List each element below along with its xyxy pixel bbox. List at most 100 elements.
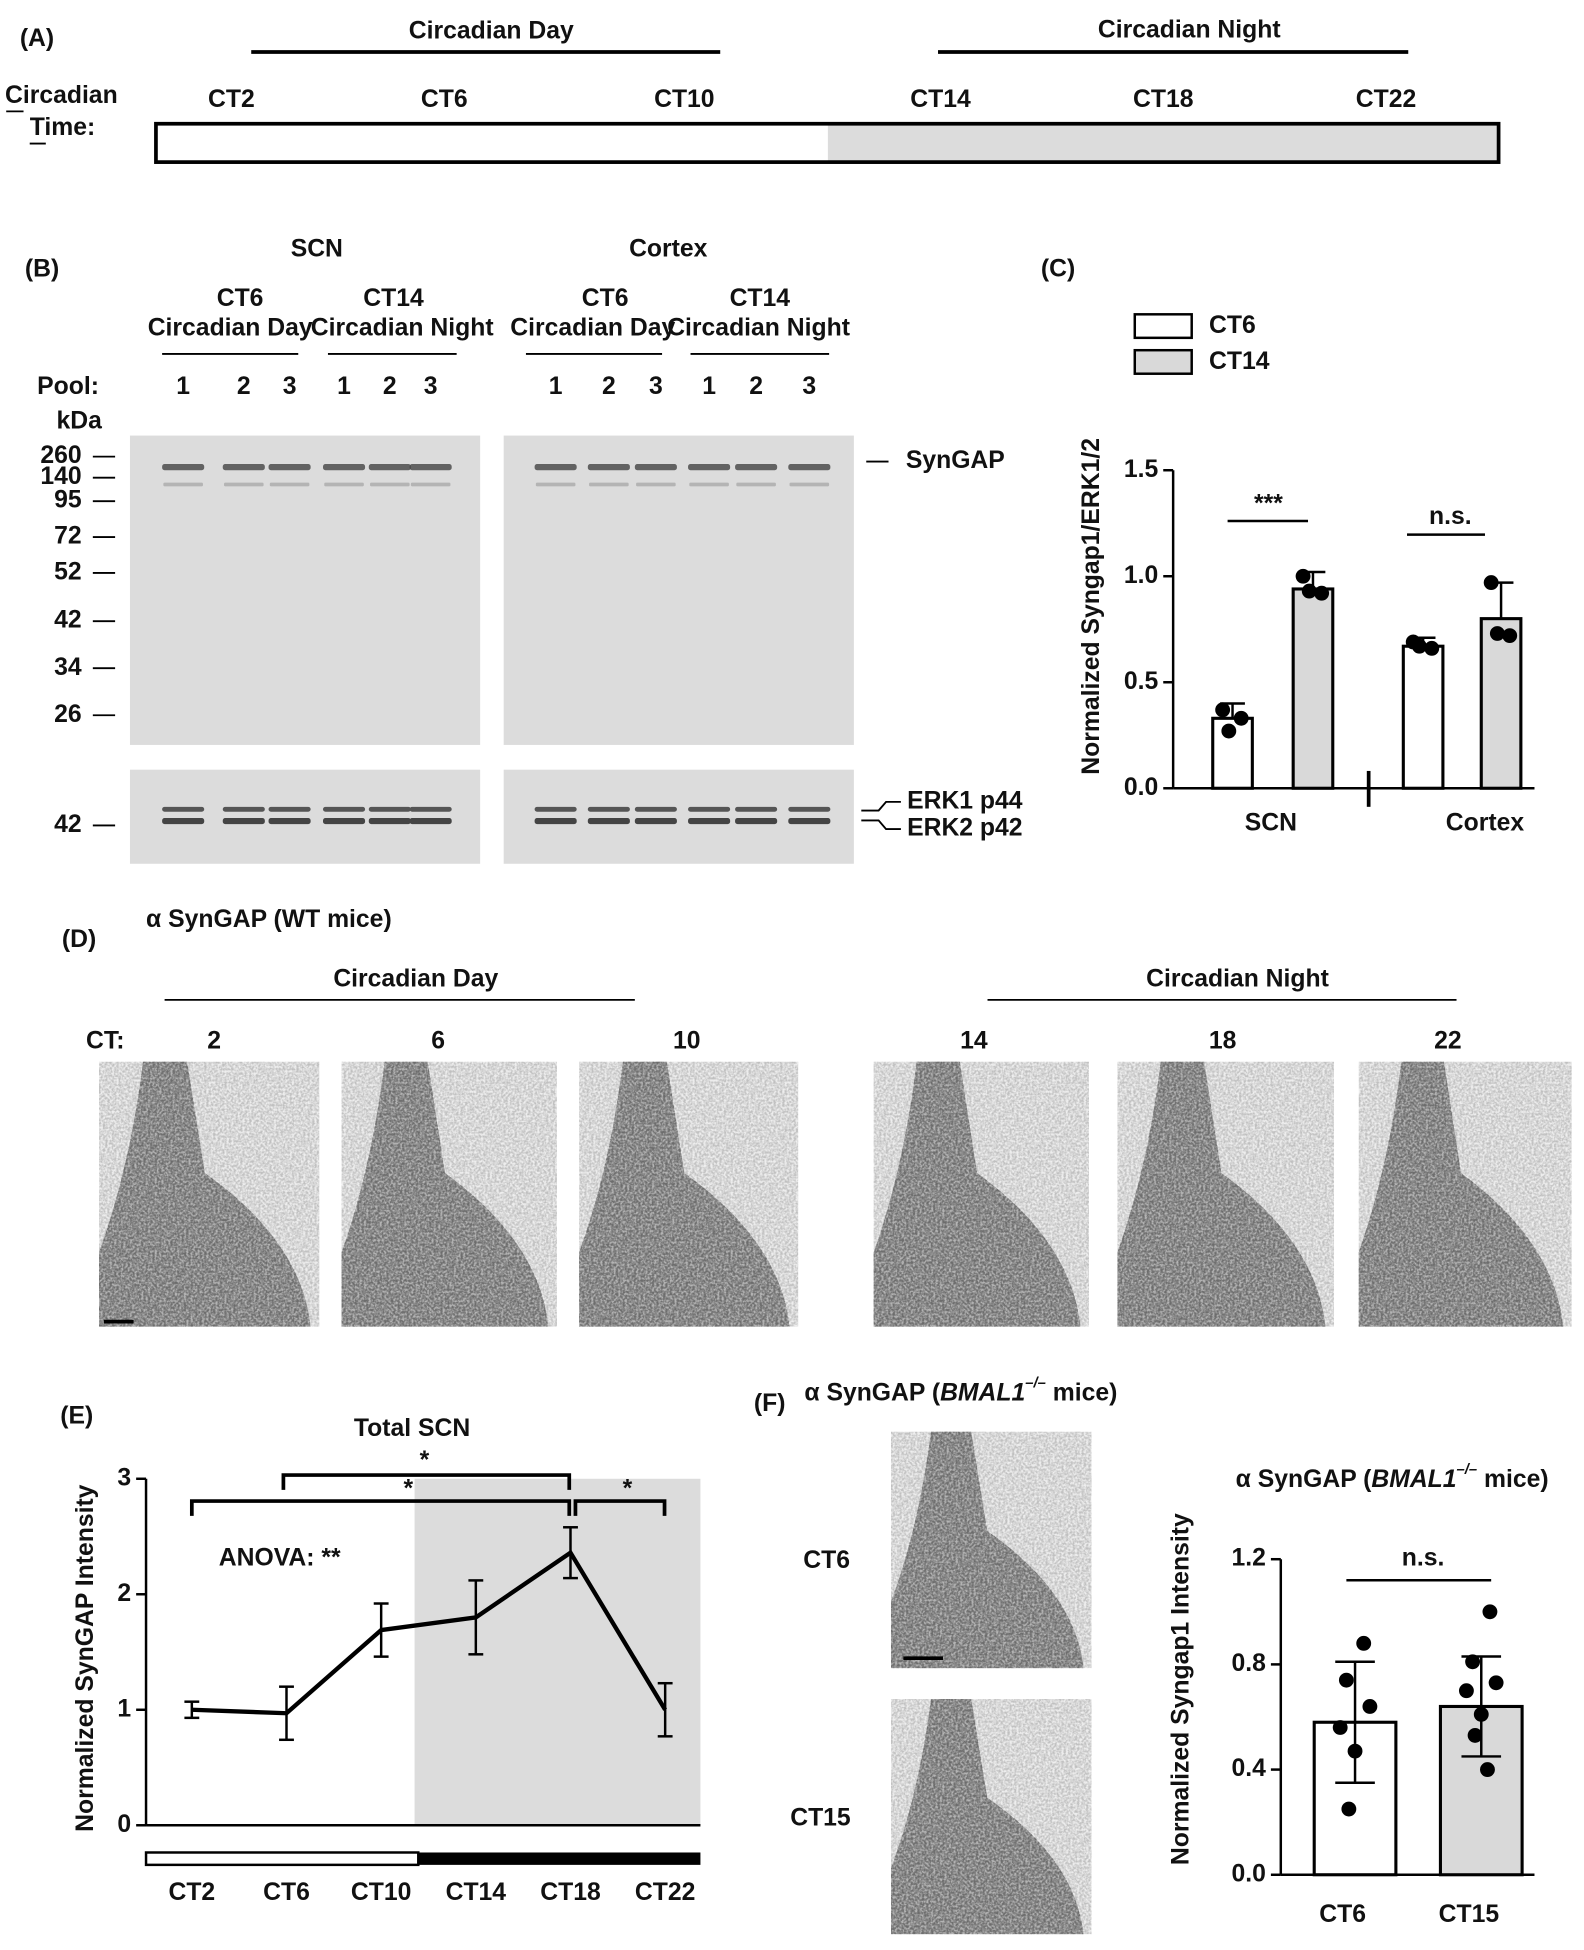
blot-band [162, 817, 205, 825]
blot-band [788, 817, 831, 825]
data-point [1489, 626, 1505, 641]
significance: n.s. [1402, 1545, 1445, 1572]
y-tick-label: 1.2 [1232, 1545, 1266, 1572]
blot [503, 435, 854, 745]
lane-label: 3 [649, 373, 663, 400]
group-sublabel: Circadian Night [311, 315, 494, 342]
title-sup: –/– [1025, 1375, 1046, 1391]
x-tick-label: CT10 [351, 1879, 411, 1906]
title-part: α SynGAP ( [1236, 1466, 1372, 1493]
blot-band [269, 482, 310, 487]
time-label: CT6 [421, 86, 468, 113]
night-bar [827, 123, 1499, 163]
x-tick-label: SCN [1245, 810, 1297, 837]
significance: * [404, 1475, 414, 1502]
day-bar [155, 123, 828, 163]
micrograph-texture [1358, 1061, 1572, 1327]
x-tick-label: CT18 [540, 1879, 600, 1906]
blot-band [368, 464, 411, 471]
micrograph-texture [341, 1061, 557, 1327]
blot-band [409, 817, 452, 825]
blot-band [735, 464, 778, 471]
title-gene: BMAL1 [1371, 1466, 1456, 1493]
y-tick-label: 1.0 [1124, 562, 1158, 589]
significance: * [623, 1475, 633, 1502]
time-label: CT2 [208, 86, 255, 113]
ct-value: 6 [431, 1027, 445, 1054]
blot-band [323, 464, 366, 471]
blot-band [735, 806, 778, 812]
blot-band [162, 464, 205, 471]
panel-label: (F) [754, 1390, 786, 1417]
data-point [1233, 710, 1249, 726]
data-point [1482, 1604, 1498, 1620]
blot-band [534, 806, 577, 812]
blot-band [162, 806, 205, 812]
time-label: CT22 [1356, 86, 1416, 113]
y-axis-label: Normalized Syngap1 Intensity [1167, 1513, 1194, 1865]
group-label: CT14 [363, 285, 424, 312]
blot-band [409, 464, 452, 471]
blot-band [789, 482, 830, 487]
marker-label: 52 [54, 558, 82, 585]
night-shade [414, 1478, 701, 1826]
data-point [1362, 1699, 1378, 1714]
kda-label: kDa [57, 408, 103, 435]
blot-band [368, 806, 411, 812]
micrograph-texture [99, 1061, 320, 1327]
blot-band [222, 806, 265, 812]
lane-label: 3 [802, 373, 816, 400]
significance: n.s. [1429, 503, 1472, 530]
phase-label: Circadian Night [1098, 16, 1281, 43]
micrograph-texture [1117, 1061, 1335, 1327]
data-point [1473, 1706, 1489, 1722]
data-point [1356, 1635, 1372, 1651]
blot [129, 435, 481, 745]
legend-swatch [1133, 348, 1193, 375]
marker-label: 260 [40, 442, 81, 469]
group-label: CT6 [582, 285, 629, 312]
anova-label: ANOVA: ** [219, 1545, 341, 1572]
marker-label: 42 [54, 607, 82, 634]
y-tick-label: 0.0 [1232, 1860, 1266, 1887]
y-tick-label: 3 [117, 1464, 131, 1491]
axis-label: Circadian [5, 82, 118, 109]
data-point [1295, 568, 1311, 584]
data-point [1502, 628, 1518, 644]
ct-value: 18 [1209, 1027, 1237, 1054]
lane-label: 1 [549, 373, 563, 400]
lane-label: 2 [602, 373, 616, 400]
blot-band [224, 482, 264, 487]
x-tick-label: CT6 [1319, 1901, 1366, 1928]
blot-band [636, 482, 676, 487]
y-tick-label: 1.5 [1124, 456, 1159, 483]
ct-value: 22 [1434, 1027, 1462, 1054]
ct-value: 10 [673, 1027, 701, 1054]
data-point [1338, 1672, 1354, 1688]
label-line [861, 819, 901, 831]
blot-band [534, 817, 577, 825]
micrograph-texture [579, 1061, 799, 1327]
title-sup: –/– [1457, 1462, 1478, 1478]
blot-band [589, 482, 629, 487]
phase-label: Circadian Day [409, 18, 574, 45]
day-bar [144, 1851, 420, 1867]
data-point [1341, 1801, 1357, 1817]
title-part: α SynGAP ( [804, 1379, 940, 1406]
blot-band [689, 482, 729, 487]
x-tick-label: CT14 [446, 1879, 507, 1906]
significance-bracket [281, 1473, 572, 1490]
band-label: ERK2 p42 [907, 815, 1022, 842]
blot-band [688, 464, 731, 471]
blot-band [788, 806, 831, 812]
blot-band [688, 817, 731, 825]
x-tick-label: CT2 [168, 1879, 215, 1906]
micrograph-texture [890, 1699, 1092, 1935]
phase-label: Circadian Night [1146, 966, 1329, 993]
lane-label: 2 [237, 373, 251, 400]
panel-label: (E) [60, 1402, 93, 1429]
image-label: CT6 [803, 1547, 850, 1574]
y-axis-label: Normalized SynGAP Intensity [72, 1484, 99, 1832]
blot-band [268, 464, 311, 471]
